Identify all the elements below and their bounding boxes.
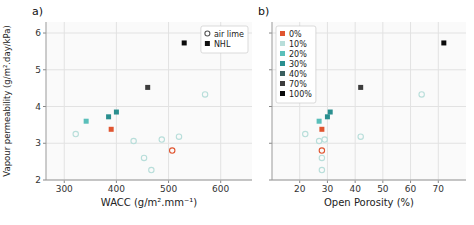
point <box>176 134 181 139</box>
grid-line <box>64 22 65 180</box>
point <box>419 92 424 97</box>
legend: 0%10%20%30%40%70%100% <box>276 26 316 103</box>
point <box>170 148 175 153</box>
tick-label: 6 <box>35 28 41 38</box>
plot-area <box>46 22 252 180</box>
tick-label: 5 <box>35 65 41 75</box>
tick-label: 20 <box>294 184 306 194</box>
point <box>316 138 321 143</box>
grid-line <box>355 22 356 180</box>
point <box>319 127 324 132</box>
tick-label: 30 <box>322 184 334 194</box>
legend-frame <box>201 26 248 53</box>
point <box>149 167 154 172</box>
tick-label: 70 <box>433 184 445 194</box>
point <box>441 40 446 45</box>
grid-line <box>272 106 466 107</box>
point <box>84 119 89 124</box>
legend-swatch <box>280 41 285 46</box>
point <box>358 85 363 90</box>
marks <box>303 40 447 172</box>
chart: 300 400 500 600 2 3 4 5 6 a) WACC (g/m².mm⁻¹) Vapou… <box>0 0 474 225</box>
grid-line <box>46 180 252 181</box>
point <box>145 85 150 90</box>
grid-line <box>272 180 466 181</box>
grid-line <box>116 22 117 180</box>
tick-label: 60 <box>405 184 417 194</box>
legend-swatch <box>280 81 285 86</box>
legend-label: NHL <box>214 40 231 49</box>
x-label: WACC (g/m².mm⁻¹) <box>101 197 197 208</box>
legend-swatch <box>280 31 285 36</box>
tick-label: 3 <box>35 138 41 148</box>
point <box>358 134 363 139</box>
marks <box>73 40 208 172</box>
point <box>114 110 119 115</box>
tick-label: 500 <box>160 184 177 194</box>
point <box>317 119 322 124</box>
panel: 20 30 40 50 60 70 b) Open Porosity (%) 0%10%20%3… <box>258 5 466 208</box>
grid-line <box>327 22 328 180</box>
point <box>131 138 136 143</box>
point <box>303 131 308 136</box>
y-label: Vapour permeability (g/m².day/kPa) <box>2 25 12 176</box>
point <box>202 92 207 97</box>
point <box>319 155 324 160</box>
point <box>106 114 111 119</box>
legend-swatch <box>280 61 285 66</box>
legend-label: 40% <box>289 70 307 79</box>
legend-label: 0% <box>289 30 302 39</box>
title: a) <box>32 5 43 18</box>
point <box>325 114 330 119</box>
legend-swatch <box>280 51 285 56</box>
legend-label: 10% <box>289 40 307 49</box>
tick-label: 600 <box>212 184 229 194</box>
tick-label: 300 <box>56 184 73 194</box>
point <box>73 131 78 136</box>
legend-swatch <box>205 31 210 36</box>
legend: air limeNHL <box>201 26 248 53</box>
panel: 300 400 500 600 2 3 4 5 6 a) WACC (g/m².mm⁻¹) Vapou… <box>2 5 252 208</box>
point <box>182 40 187 45</box>
point <box>328 110 333 115</box>
grid-line <box>46 143 252 144</box>
tick-label: 40 <box>349 184 361 194</box>
grid-line <box>382 22 383 180</box>
tick-label: 400 <box>108 184 125 194</box>
x-label: Open Porosity (%) <box>324 197 414 208</box>
legend-label: 70% <box>289 80 307 89</box>
grid-line <box>272 143 466 144</box>
y-axis <box>272 22 273 180</box>
legend-frame <box>276 26 316 103</box>
legend-label: 30% <box>289 60 307 69</box>
x-axis <box>272 180 466 181</box>
y-axis <box>46 22 47 180</box>
point <box>159 137 164 142</box>
legend-label: 20% <box>289 50 307 59</box>
point <box>319 167 324 172</box>
grid-line <box>438 22 439 180</box>
point <box>322 137 327 142</box>
legend-swatch <box>205 41 210 46</box>
legend-swatch <box>280 71 285 76</box>
tick-label: 2 <box>35 175 41 185</box>
grid-line <box>168 22 169 180</box>
point <box>109 127 114 132</box>
legend-label: air lime <box>214 30 244 39</box>
tick-label: 4 <box>35 102 41 112</box>
grid-line <box>46 69 252 70</box>
tick-label: 50 <box>377 184 389 194</box>
legend-label: 100% <box>289 90 312 99</box>
point <box>141 155 146 160</box>
plot-area <box>272 22 466 180</box>
point <box>319 148 324 153</box>
title: b) <box>258 5 269 18</box>
grid-line <box>46 106 252 107</box>
grid-line <box>410 22 411 180</box>
legend-swatch <box>280 91 285 96</box>
x-axis <box>46 180 252 181</box>
